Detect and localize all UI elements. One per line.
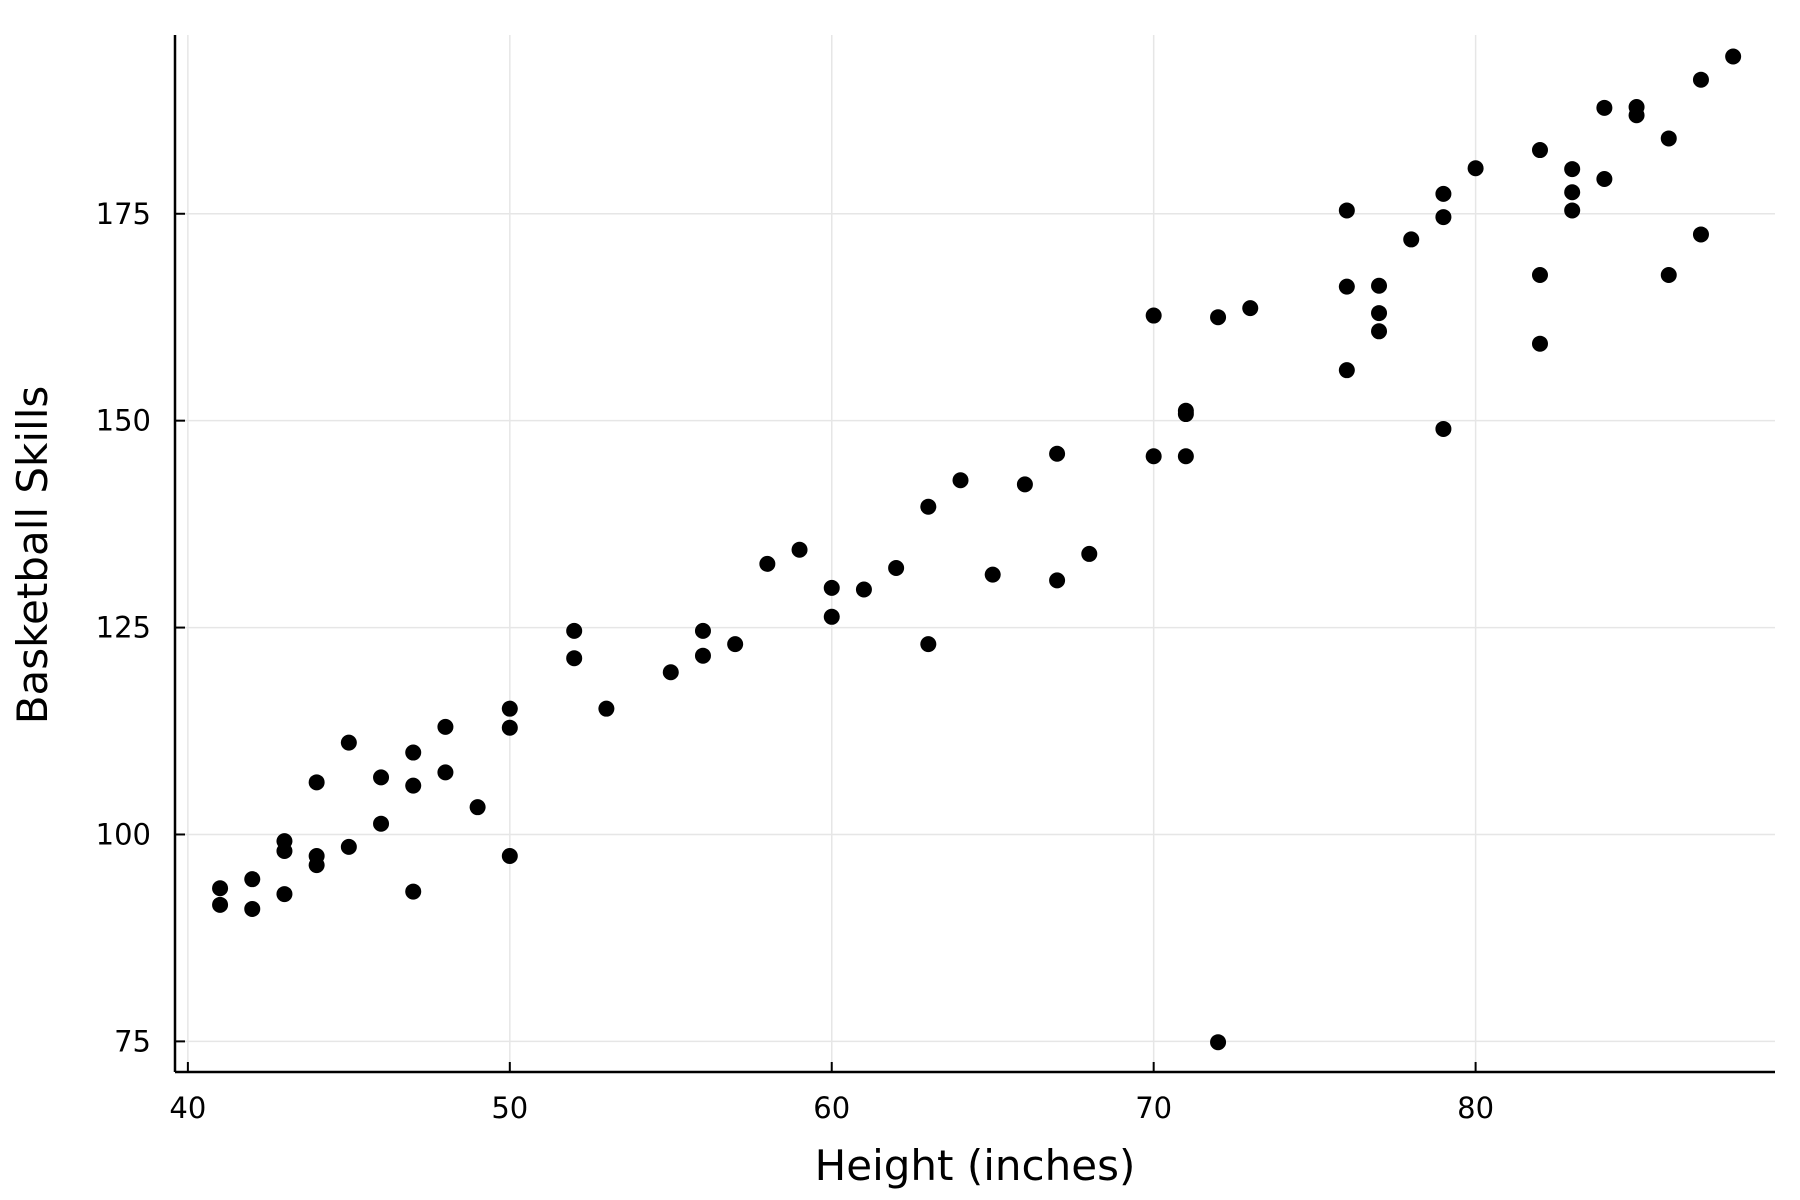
data-point <box>276 843 293 860</box>
data-point <box>920 498 937 515</box>
data-point <box>1338 278 1355 295</box>
data-point <box>759 555 776 572</box>
data-point <box>276 886 293 903</box>
data-point <box>373 815 390 832</box>
axes <box>173 35 1775 1074</box>
data-point <box>1692 71 1709 88</box>
data-point <box>1596 171 1613 188</box>
y-tick-label: 125 <box>96 611 151 645</box>
data-point <box>598 700 615 717</box>
data-point <box>1435 185 1452 202</box>
data-point <box>823 579 840 596</box>
data-point <box>1725 48 1742 65</box>
data-point <box>212 880 229 897</box>
data-point <box>662 664 679 681</box>
data-point <box>1210 309 1227 326</box>
data-point <box>1081 545 1098 562</box>
data-point <box>694 622 711 639</box>
data-point <box>1371 277 1388 294</box>
data-point <box>437 764 454 781</box>
data-point <box>244 871 261 888</box>
data-point <box>1145 448 1162 465</box>
x-tick-label: 80 <box>1457 1091 1494 1125</box>
data-point <box>855 581 872 598</box>
y-tick-label: 175 <box>96 197 151 231</box>
data-point <box>566 622 583 639</box>
data-point <box>501 719 518 736</box>
data-point <box>501 700 518 717</box>
data-point <box>1628 107 1645 124</box>
data-point <box>888 559 905 576</box>
y-axis-label: Basketball Skills <box>8 386 57 725</box>
data-point <box>566 650 583 667</box>
data-point <box>1564 161 1581 178</box>
data-point <box>1210 1034 1227 1051</box>
data-point <box>212 896 229 913</box>
data-point <box>437 718 454 735</box>
data-point <box>1145 307 1162 324</box>
data-point <box>1049 445 1066 462</box>
data-point <box>1564 202 1581 219</box>
data-point <box>1338 202 1355 219</box>
data-point <box>1564 184 1581 201</box>
data-point <box>1371 305 1388 322</box>
tick-labels: 40 50 60 70 80 75 100 125 150 175 <box>96 197 1494 1125</box>
data-point <box>501 847 518 864</box>
data-point <box>1371 323 1388 340</box>
data-point <box>405 777 422 794</box>
data-point <box>1016 476 1033 493</box>
grid-lines <box>175 35 1775 1072</box>
data-point <box>1435 209 1452 226</box>
data-point <box>405 883 422 900</box>
data-point <box>373 769 390 786</box>
data-point <box>340 734 357 751</box>
data-point <box>791 541 808 558</box>
data-point <box>1531 142 1548 159</box>
data-points <box>212 48 1742 1051</box>
data-point <box>952 472 969 489</box>
x-tick-label: 40 <box>169 1091 206 1125</box>
x-tick-label: 50 <box>491 1091 528 1125</box>
data-point <box>1177 406 1194 423</box>
data-point <box>984 566 1001 583</box>
data-point <box>405 744 422 761</box>
y-tick-label: 150 <box>96 404 151 438</box>
data-point <box>308 774 325 791</box>
data-point <box>1660 267 1677 284</box>
data-point <box>1467 160 1484 177</box>
data-point <box>1692 226 1709 243</box>
x-tick-label: 60 <box>813 1091 850 1125</box>
data-point <box>1049 572 1066 589</box>
data-point <box>1660 130 1677 147</box>
data-point <box>727 636 744 653</box>
y-tick-label: 100 <box>96 817 151 851</box>
y-tick-label: 75 <box>114 1024 151 1058</box>
data-point <box>340 838 357 855</box>
data-point <box>469 799 486 816</box>
data-point <box>1242 300 1259 317</box>
data-point <box>244 900 261 917</box>
data-point <box>1177 448 1194 465</box>
data-point <box>920 636 937 653</box>
data-point <box>1338 362 1355 379</box>
data-point <box>1403 231 1420 248</box>
x-axis-label: Height (inches) <box>815 1141 1136 1190</box>
data-point <box>1596 99 1613 116</box>
data-point <box>308 857 325 874</box>
x-tick-label: 70 <box>1135 1091 1172 1125</box>
data-point <box>1435 420 1452 437</box>
data-point <box>1531 335 1548 352</box>
data-point <box>1531 267 1548 284</box>
data-point <box>823 608 840 625</box>
data-point <box>694 647 711 664</box>
